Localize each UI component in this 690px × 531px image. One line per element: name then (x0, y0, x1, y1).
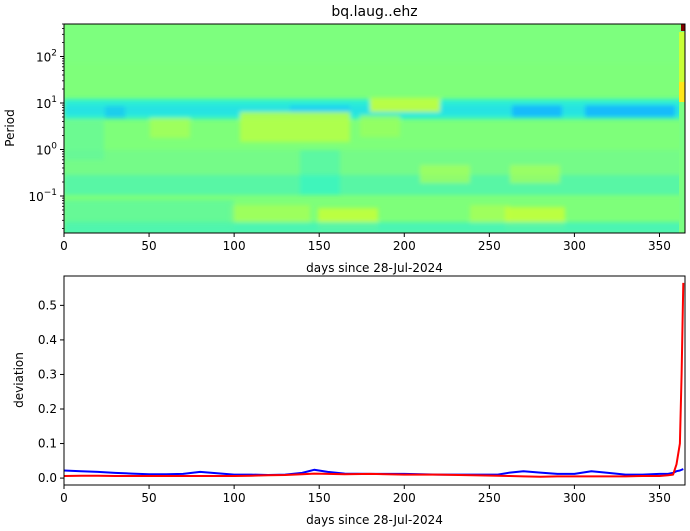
x-tick-label: 50 (141, 491, 156, 505)
heatmap-band (105, 106, 125, 118)
x-tick-label: 50 (141, 239, 156, 253)
heatmap-blobs (64, 24, 685, 233)
y-tick-label: 101 (36, 95, 57, 111)
x-tick-label: 100 (223, 491, 246, 505)
y-tick-label: 0.2 (38, 402, 57, 416)
heatmap-band (370, 98, 440, 112)
heatmap-band (64, 222, 685, 233)
heatmap-band (64, 120, 104, 160)
plot-frame (63, 275, 686, 486)
y-tick-label: 0.5 (38, 298, 57, 312)
x-tick-label: 0 (60, 239, 68, 253)
heatmap-hot-spot (681, 24, 685, 31)
heatmap-band (64, 150, 685, 175)
heatmap-frame (63, 23, 686, 234)
heatmap-image (64, 24, 685, 233)
x-axis-ticks: 0 50 100 150 200 250 300 350 (60, 233, 671, 253)
deviation-panel: 0 50 100 150 200 250 300 350 0.0 0.1 0.2 0.3 0.4 0.5… (12, 275, 686, 527)
heatmap-band (240, 112, 350, 142)
x-tick-label: 300 (563, 491, 586, 505)
y-axis-label: Period (3, 109, 17, 146)
y-axis-ticks: 102 101 100 10−1 (28, 23, 64, 229)
x-tick-label: 100 (223, 239, 246, 253)
heatmap-band (290, 105, 350, 115)
x-tick-label: 150 (308, 239, 331, 253)
x-tick-label: 200 (393, 491, 416, 505)
heatmap-band (470, 205, 510, 225)
chart-title: bq.laug..ehz (331, 4, 417, 20)
y-tick-label: 10−1 (28, 188, 57, 204)
heatmap-band (512, 105, 562, 117)
heatmap-edge-column (679, 82, 685, 102)
heatmap-band (420, 165, 470, 183)
y-tick-label: 100 (36, 141, 57, 157)
y-tick-label: 0.3 (38, 367, 57, 381)
x-tick-label: 350 (648, 239, 671, 253)
x-tick-label: 250 (478, 491, 501, 505)
series-lines (64, 282, 685, 478)
x-tick-label: 250 (478, 239, 501, 253)
y-tick-label: 0.4 (38, 333, 57, 347)
y-tick-label: 0.0 (38, 471, 57, 485)
y-axis-ticks: 0.0 0.1 0.2 0.3 0.4 0.5 (38, 298, 64, 485)
x-tick-label: 350 (648, 491, 671, 505)
y-axis-label: deviation (12, 352, 26, 408)
heatmap-band (64, 200, 234, 230)
series-line-red (64, 282, 685, 478)
heatmap-band (64, 175, 685, 195)
x-axis-ticks: 0 50 100 150 200 250 300 350 (60, 485, 671, 505)
heatmap-band (360, 115, 400, 137)
x-axis-label: days since 28-Jul-2024 (306, 261, 443, 275)
x-tick-label: 150 (308, 491, 331, 505)
x-tick-label: 300 (563, 239, 586, 253)
heatmap-edge-column (679, 32, 685, 102)
heatmap-band (230, 205, 310, 225)
heatmap-band (64, 24, 685, 64)
plot-area (64, 276, 685, 485)
heatmap-band (150, 118, 190, 138)
heatmap-band (510, 165, 560, 183)
heatmap-edge-column (679, 24, 685, 233)
y-tick-label: 0.1 (38, 437, 57, 451)
x-tick-label: 0 (60, 491, 68, 505)
x-tick-label: 200 (393, 239, 416, 253)
x-axis-label: days since 28-Jul-2024 (306, 513, 443, 527)
heatmap-band (585, 105, 675, 117)
y-tick-label: 102 (36, 49, 57, 65)
heatmap-panel: bq.laug..ehz (3, 4, 686, 275)
